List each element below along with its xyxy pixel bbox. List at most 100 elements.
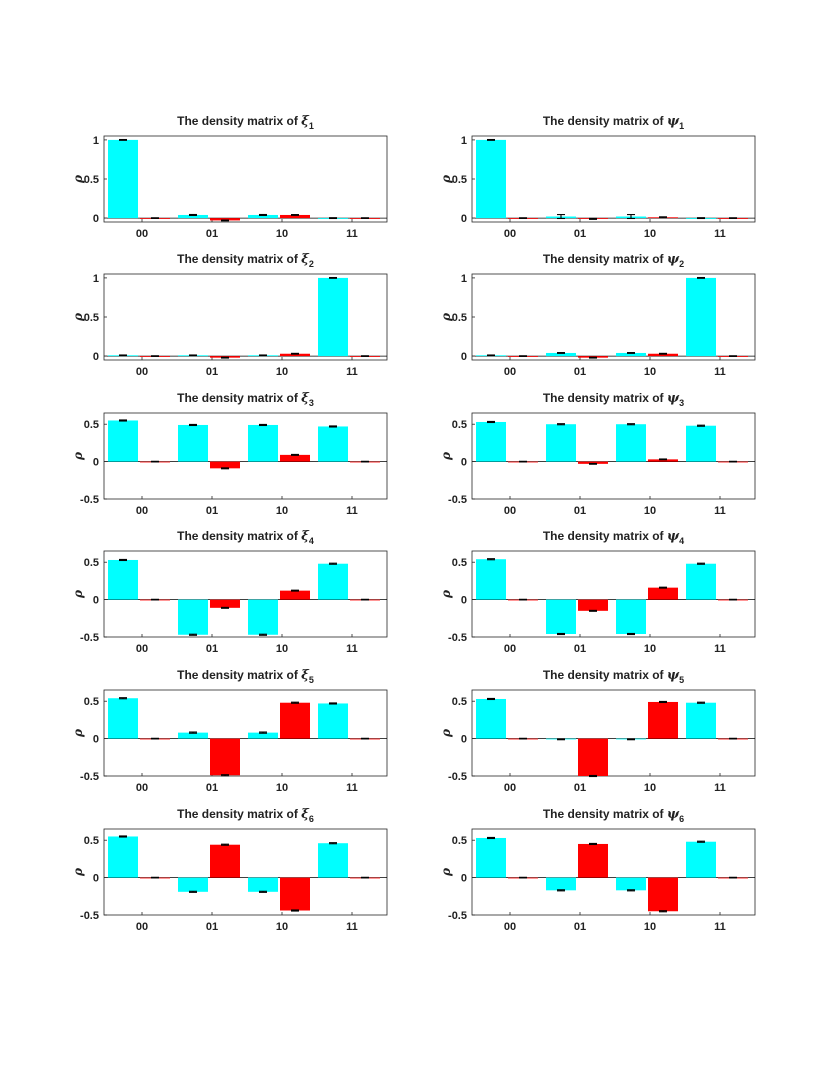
y-tick-label: 0.5 xyxy=(84,696,99,708)
y-axis-label: ρ xyxy=(71,728,85,738)
title-symbol: ξ xyxy=(301,391,310,406)
bar-red xyxy=(578,738,608,776)
y-tick-label: 0.5 xyxy=(84,835,99,847)
x-tick-label: 00 xyxy=(504,643,516,655)
bar-cyan xyxy=(318,563,348,600)
axes-box xyxy=(103,689,388,777)
x-tick-label: 10 xyxy=(276,228,288,240)
y-tick-label: 0 xyxy=(93,457,99,469)
y-tick-label: 0.5 xyxy=(84,312,99,324)
x-tick-label: 01 xyxy=(574,921,586,933)
title-prefix: The density matrix of xyxy=(177,668,301,682)
x-tick-label: 00 xyxy=(136,643,148,655)
title-symbol: ξ xyxy=(301,252,310,267)
y-tick-label: 0.5 xyxy=(452,835,467,847)
bar-cyan xyxy=(178,877,208,892)
title-symbol: ψ xyxy=(667,668,680,683)
y-axis-label: ρ xyxy=(71,867,85,877)
bar-red xyxy=(210,738,240,776)
bar-cyan xyxy=(178,732,208,739)
x-tick-label: 11 xyxy=(714,505,726,517)
y-tick-label: 1 xyxy=(93,135,99,147)
y-tick-label: 0 xyxy=(461,351,467,363)
bar-red xyxy=(648,587,678,600)
title-subscript: 2 xyxy=(679,259,684,269)
bar-cyan xyxy=(546,352,576,357)
x-tick-label: 00 xyxy=(504,921,516,933)
bar-cyan xyxy=(686,702,716,739)
subplot-title: The density matrix of ξ5 xyxy=(177,668,314,685)
y-tick-label: -0.5 xyxy=(448,771,467,783)
y-tick-label: 0.5 xyxy=(452,419,467,431)
title-prefix: The density matrix of xyxy=(543,391,667,405)
x-tick-label: 01 xyxy=(574,366,586,378)
bar-red xyxy=(280,590,310,600)
bar-cyan xyxy=(318,426,348,462)
bar-cyan xyxy=(686,425,716,462)
subplot-title: The density matrix of ξ2 xyxy=(177,252,314,269)
y-tick-label: -0.5 xyxy=(80,771,99,783)
bar-cyan xyxy=(108,836,138,878)
x-tick-label: 01 xyxy=(206,643,218,655)
bar-red xyxy=(280,454,310,462)
title-symbol: ξ xyxy=(301,807,310,822)
x-tick-label: 10 xyxy=(276,366,288,378)
bar-cyan xyxy=(546,424,576,462)
title-prefix: The density matrix of xyxy=(543,668,667,682)
x-tick-label: 01 xyxy=(574,782,586,794)
subplot-4: The density matrix of ψ2 0 0.5 1 ρ 00 01 10 11 xyxy=(439,252,756,378)
axes-box xyxy=(471,135,756,223)
bar-red xyxy=(648,459,678,462)
axes-box xyxy=(103,828,388,916)
y-tick-label: 0 xyxy=(93,351,99,363)
x-tick-label: 00 xyxy=(136,228,148,240)
axes-box xyxy=(471,412,756,500)
bar-cyan xyxy=(616,599,646,635)
y-tick-label: 0.5 xyxy=(452,557,467,569)
title-subscript: 5 xyxy=(309,675,314,685)
bar-cyan xyxy=(108,559,138,600)
bar-cyan xyxy=(178,424,208,462)
x-tick-label: 01 xyxy=(574,643,586,655)
bar-red xyxy=(578,599,608,611)
subplot-11: The density matrix of ξ6 -0.5 0 0.5 ρ 00 01 10 1… xyxy=(71,807,388,933)
x-tick-label: 01 xyxy=(574,505,586,517)
bar-red xyxy=(280,702,310,739)
y-tick-label: 0.5 xyxy=(84,174,99,186)
y-tick-label: 0 xyxy=(93,734,99,746)
subplot-9: The density matrix of ξ5 -0.5 0 0.5 ρ 00 01 10 1… xyxy=(71,668,388,794)
bar-red xyxy=(210,218,240,221)
title-symbol: ξ xyxy=(301,668,310,683)
x-tick-label: 10 xyxy=(644,505,656,517)
y-tick-label: -0.5 xyxy=(448,494,467,506)
x-tick-label: 00 xyxy=(504,505,516,517)
subplot-title: The density matrix of ψ5 xyxy=(543,668,684,685)
x-tick-label: 10 xyxy=(276,643,288,655)
x-tick-label: 11 xyxy=(346,366,358,378)
subplot-title: The density matrix of ξ6 xyxy=(177,807,314,824)
bar-cyan xyxy=(476,698,506,739)
bar-cyan xyxy=(108,139,138,219)
subplot-8: The density matrix of ψ4 -0.5 0 0.5 ρ 00 01 10 1… xyxy=(439,529,756,655)
bar-cyan xyxy=(318,703,348,739)
bar-cyan xyxy=(248,214,278,219)
y-tick-label: 0.5 xyxy=(452,174,467,186)
y-tick-label: 0 xyxy=(461,734,467,746)
x-tick-label: 11 xyxy=(346,228,358,240)
axes-box xyxy=(103,412,388,500)
x-tick-label: 11 xyxy=(346,505,358,517)
title-prefix: The density matrix of xyxy=(543,529,667,543)
bar-cyan xyxy=(476,139,506,219)
title-subscript: 1 xyxy=(679,121,684,131)
bar-red xyxy=(280,214,310,219)
bar-red xyxy=(210,599,240,608)
y-axis-label: ρ xyxy=(439,728,453,738)
y-tick-label: 1 xyxy=(461,135,467,147)
subplot-7: The density matrix of ξ4 -0.5 0 0.5 ρ 00 01 10 1… xyxy=(71,529,388,655)
bar-cyan xyxy=(546,599,576,635)
subplot-title: The density matrix of ξ3 xyxy=(177,391,314,408)
bar-red xyxy=(648,701,678,739)
bar-red xyxy=(280,877,310,911)
subplot-title: The density matrix of ψ2 xyxy=(543,252,684,269)
x-tick-label: 10 xyxy=(644,228,656,240)
